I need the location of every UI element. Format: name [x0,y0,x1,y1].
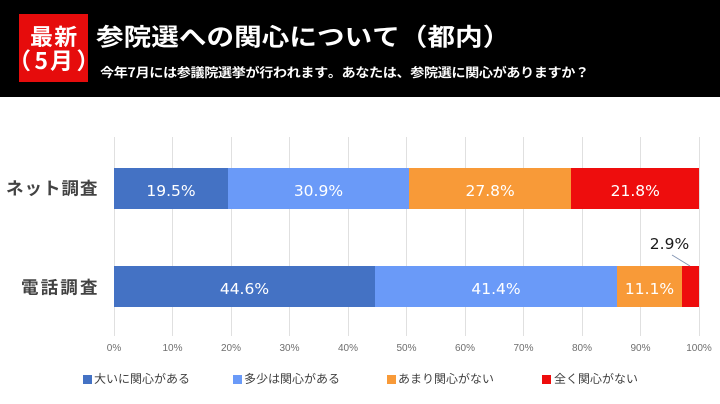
legend-label [553,371,637,387]
page-title [96,18,493,54]
gridline [523,137,524,336]
gridline [464,137,466,336]
badge-line1 [30,22,77,52]
x-tick-label: 0% [106,343,122,354]
page-subtitle [100,63,586,81]
bar-segment [114,168,229,209]
x-tick-label: 10% [162,343,183,354]
x-tick-label: 40% [337,343,358,354]
legend-label [244,371,339,387]
legend-swatch [83,375,92,384]
badge-line2 [8,46,84,76]
bar-segment [408,168,572,209]
gridline [347,137,349,336]
category-label [21,276,97,299]
x-tick-label: 50% [396,343,417,354]
bar-segment-label: 27.8% [465,182,515,200]
bar-segment-label-outside: 2.9% [649,235,690,253]
bar-segment [571,168,699,209]
x-tick-label: 90% [630,343,651,354]
x-tick-label: 20% [220,343,241,354]
x-tick-label: 60% [454,343,475,354]
gridline [113,137,115,336]
bar-segment-label: 11.1% [624,280,675,298]
bar-segment [682,266,699,307]
category-label [6,177,98,200]
legend-swatch [233,375,242,384]
bar-segment [374,266,618,307]
legend-swatch [542,375,551,384]
legend-swatch [387,375,396,384]
bar-segment [228,168,409,209]
legend-label [398,371,493,387]
gridline [581,137,583,336]
x-tick-label: 30% [279,343,300,354]
gridline [230,137,232,336]
legend-label [94,371,189,387]
x-tick-label: 100% [686,343,712,354]
gridline [289,137,290,336]
badge-latest-month [19,14,88,82]
bar-segment-label: 41.4% [471,280,521,298]
gridline [640,137,641,336]
gridline [698,137,700,336]
gridline [172,137,173,336]
x-tick-label: 70% [513,343,534,354]
bar-segment-label: 30.9% [293,182,344,200]
bar-segment-label: 19.5% [146,182,196,200]
bar-segment [617,266,683,307]
bar-segment [114,266,375,307]
bar-segment-label: 21.8% [610,182,660,200]
header-banner [0,0,720,97]
stacked-bar-chart: 19.5% 30.9% 27.8% 21.8% 44.6% 41.4% 11.1% 2.9% 0… [0,97,720,404]
gridline [406,137,407,336]
x-tick-label: 80% [571,343,592,354]
bar-segment-label: 44.6% [219,280,270,298]
